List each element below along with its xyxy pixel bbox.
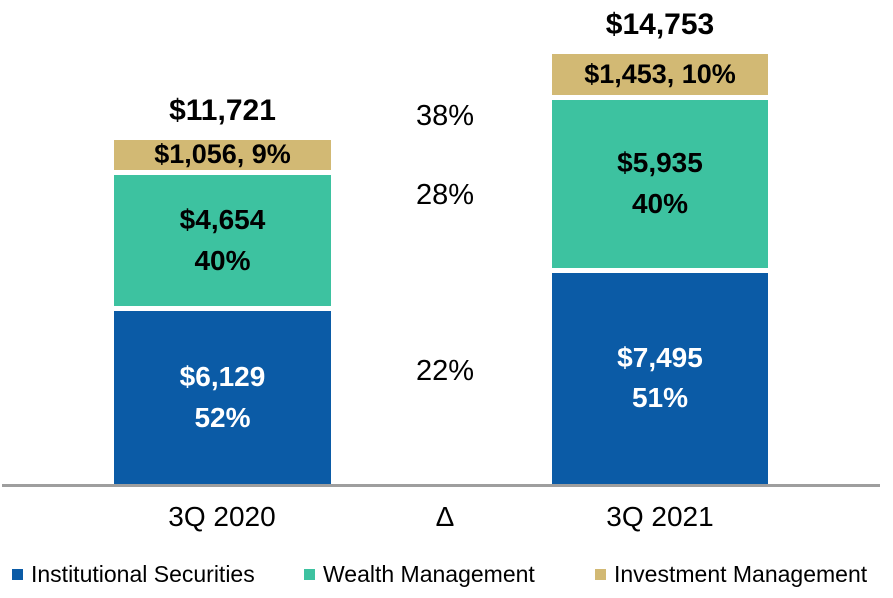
segment-pct-wealth-management-3q2020: 40% (194, 244, 251, 276)
segment-label-investment-management-3q2020: $1,056, 9% (154, 140, 291, 170)
segment-investment-management-3q2021: $1,453, 10% (552, 54, 768, 96)
delta-growth-institutional-securities: 22% (415, 355, 475, 387)
segment-label-investment-management-3q2021: $1,453, 10% (584, 59, 736, 90)
segment-pct-wealth-management-3q2021: 40% (631, 187, 689, 219)
segment-institutional-securities-3q2020: $6,129 52% (114, 311, 331, 484)
legend: Institutional Securities Wealth Manageme… (0, 561, 893, 591)
segment-value-institutional-securities-3q2020: $6,129 (179, 360, 266, 392)
x-axis-label-delta: Δ (435, 501, 455, 532)
legend-label-wealth-management: Wealth Management (323, 561, 535, 587)
segment-institutional-securities-3q2021: $7,495 51% (552, 272, 768, 484)
delta-growth-wealth-management: 28% (415, 179, 475, 211)
legend-label-institutional-securities: Institutional Securities (31, 561, 255, 587)
stacked-bar-3q2020: $11,721 $1,056, 9% $4,654 40% $6,129 52% (114, 94, 331, 484)
stacked-bar-3q2021: $14,753 $1,453, 10% $5,935 40% $7,495 51… (552, 8, 768, 484)
legend-item-institutional-securities: Institutional Securities (12, 561, 255, 588)
legend-item-wealth-management: Wealth Management (304, 561, 535, 588)
legend-swatch-investment-management (595, 569, 606, 580)
x-axis-line (2, 484, 880, 487)
segment-pct-institutional-securities-3q2020: 52% (194, 401, 251, 433)
segment-value-wealth-management-3q2021: $5,935 (617, 147, 703, 179)
legend-swatch-institutional-securities (12, 569, 23, 580)
total-label-3q2020: $11,721 (169, 94, 276, 128)
x-axis-label-3q2020: 3Q 2020 (168, 501, 276, 532)
legend-item-investment-management: Investment Management (595, 561, 867, 588)
x-axis-label-3q2021: 3Q 2021 (606, 501, 714, 532)
segment-wealth-management-3q2021: $5,935 40% (552, 100, 768, 268)
segment-investment-management-3q2020: $1,056, 9% (114, 140, 331, 170)
segment-wealth-management-3q2020: $4,654 40% (114, 174, 331, 307)
total-label-3q2021: $14,753 (605, 8, 715, 42)
legend-label-investment-management: Investment Management (614, 561, 868, 587)
segment-pct-institutional-securities-3q2021: 51% (631, 382, 689, 414)
segment-value-institutional-securities-3q2021: $7,495 (617, 341, 703, 373)
segment-value-wealth-management-3q2020: $4,654 (179, 203, 266, 235)
legend-swatch-wealth-management (304, 569, 315, 580)
delta-growth-total: 38% (415, 100, 475, 132)
